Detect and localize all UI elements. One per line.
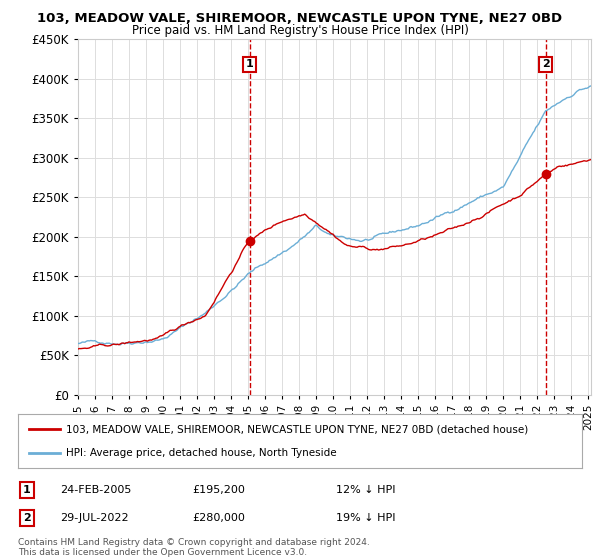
Text: £280,000: £280,000	[192, 513, 245, 523]
Text: 24-FEB-2005: 24-FEB-2005	[60, 485, 131, 495]
Text: Price paid vs. HM Land Registry's House Price Index (HPI): Price paid vs. HM Land Registry's House …	[131, 24, 469, 36]
Text: 12% ↓ HPI: 12% ↓ HPI	[336, 485, 395, 495]
Text: Contains HM Land Registry data © Crown copyright and database right 2024.
This d: Contains HM Land Registry data © Crown c…	[18, 538, 370, 557]
Text: 29-JUL-2022: 29-JUL-2022	[60, 513, 128, 523]
Text: 1: 1	[23, 485, 31, 495]
Text: 1: 1	[245, 59, 253, 69]
Text: £195,200: £195,200	[192, 485, 245, 495]
Text: 2: 2	[23, 513, 31, 523]
Text: 103, MEADOW VALE, SHIREMOOR, NEWCASTLE UPON TYNE, NE27 0BD: 103, MEADOW VALE, SHIREMOOR, NEWCASTLE U…	[37, 12, 563, 25]
Text: 2: 2	[542, 59, 550, 69]
Text: 19% ↓ HPI: 19% ↓ HPI	[336, 513, 395, 523]
Text: 103, MEADOW VALE, SHIREMOOR, NEWCASTLE UPON TYNE, NE27 0BD (detached house): 103, MEADOW VALE, SHIREMOOR, NEWCASTLE U…	[66, 424, 528, 435]
Text: HPI: Average price, detached house, North Tyneside: HPI: Average price, detached house, Nort…	[66, 447, 337, 458]
